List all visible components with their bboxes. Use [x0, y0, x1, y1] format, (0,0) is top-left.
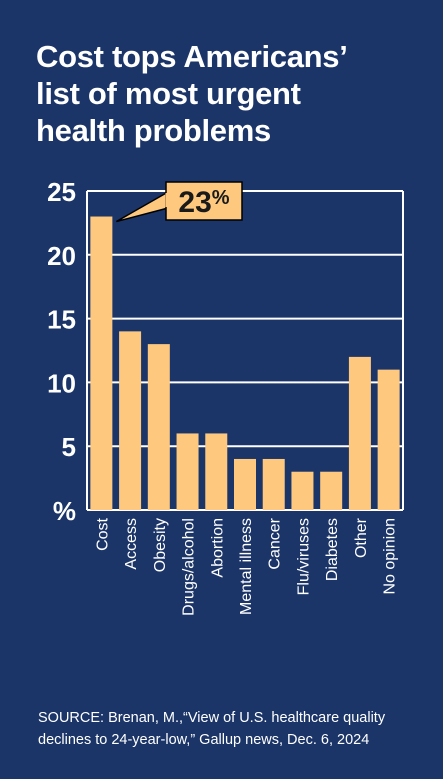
x-tick-label-access: Access	[123, 518, 140, 570]
y-tick-label-15: 15	[47, 305, 76, 335]
bar-abortion	[205, 433, 228, 510]
x-tick-label-cancer: Cancer	[267, 517, 284, 569]
bar-obesity	[147, 344, 170, 510]
x-tick-label-abortion: Abortion	[209, 518, 226, 578]
bar-no-opinion	[377, 369, 400, 510]
chart-title: Cost tops Americans’ list of most urgent…	[36, 38, 436, 149]
x-tick-label-cost: Cost	[94, 517, 111, 550]
callout-value-label: 23%	[178, 186, 229, 219]
title-line-2: list of most urgent	[36, 76, 301, 111]
source-note: SOURCE: Brenan, M.,“View of U.S. healthc…	[38, 710, 386, 748]
bar-other	[348, 356, 371, 510]
x-tick-label-no-opinion: No opinion	[382, 518, 399, 595]
callout-joint	[165, 193, 170, 207]
bar-cancer	[262, 458, 285, 510]
title-line-1: Cost tops Americans’	[36, 39, 348, 74]
bar-diabetes	[320, 471, 343, 510]
callout-pointer	[115, 190, 169, 223]
x-tick-label-other: Other	[353, 517, 370, 558]
callout-number: 23	[178, 186, 211, 219]
y-tick-label-20: 20	[47, 241, 76, 271]
x-tick-label-flu-viruses: Flu/viruses	[295, 518, 312, 595]
bar-drugs-alcohol	[176, 433, 199, 510]
callout-percent-sign: %	[212, 187, 230, 209]
x-tick-label-diabetes: Diabetes	[324, 518, 341, 581]
y-unit-label: %	[53, 496, 76, 526]
bar-cost	[90, 216, 113, 510]
x-tick-label-mental-illness: Mental illness	[238, 518, 255, 615]
title-line-3: health problems	[36, 113, 271, 148]
x-tick-label-drugs-alcohol: Drugs/alcohol	[181, 518, 198, 616]
y-tick-label-5: 5	[62, 432, 76, 462]
bar-access	[119, 331, 142, 510]
bar-flu-viruses	[291, 471, 314, 510]
x-tick-label-obesity: Obesity	[152, 518, 169, 572]
bar-mental-illness	[234, 458, 256, 510]
bar-chart: 25 20 15 10 5% Cost Access Obesity Drugs/alcohol…	[47, 177, 404, 616]
y-tick-label-25: 25	[47, 177, 76, 207]
y-tick-label-10: 10	[47, 368, 76, 398]
